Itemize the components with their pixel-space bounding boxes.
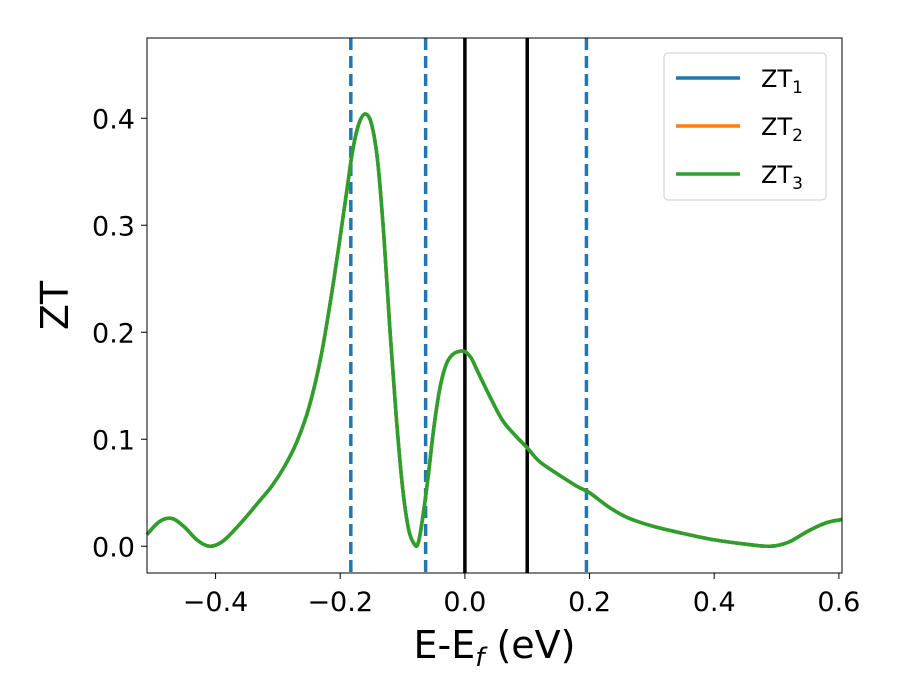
- x-axis-label-unit: (eV): [484, 623, 575, 667]
- x-tick-label: −0.2: [307, 587, 373, 618]
- series-line-zt3: [145, 112, 843, 549]
- x-axis-label: E-Ef (eV): [414, 623, 576, 673]
- y-tick-label: 0.3: [92, 211, 135, 242]
- legend-entries: ZT1 ZT2 ZT3: [676, 65, 803, 194]
- x-tick-label: 0.2: [568, 587, 611, 618]
- y-tick-label: 0.2: [92, 318, 135, 349]
- y-tick-label: 0.1: [92, 425, 135, 456]
- legend-label-zt2: ZT2: [761, 113, 803, 146]
- legend-label-zt1: ZT1: [761, 65, 803, 98]
- y-axis-ticks: 0.0 0.1 0.2 0.3 0.4: [92, 104, 147, 563]
- legend-label-zt3: ZT3: [761, 161, 803, 194]
- y-tick-label: 0.0: [92, 532, 135, 563]
- series-lines: [145, 112, 843, 549]
- x-tick-label: 0.0: [443, 587, 486, 618]
- x-tick-label: −0.4: [183, 587, 249, 618]
- y-axis-label: ZT: [33, 280, 77, 330]
- x-axis-ticks: −0.4 −0.2 0.0 0.2 0.4 0.6: [183, 573, 860, 618]
- y-tick-label: 0.4: [92, 104, 135, 135]
- vertical-reference-lines: [349, 38, 589, 573]
- x-tick-label: 0.4: [693, 587, 736, 618]
- plot-frame: [146, 37, 843, 574]
- legend: ZT1 ZT2 ZT3: [663, 52, 827, 201]
- x-axis-label-main: E-E: [414, 623, 476, 667]
- legend-box: [663, 52, 827, 201]
- x-tick-label: 0.6: [817, 587, 860, 618]
